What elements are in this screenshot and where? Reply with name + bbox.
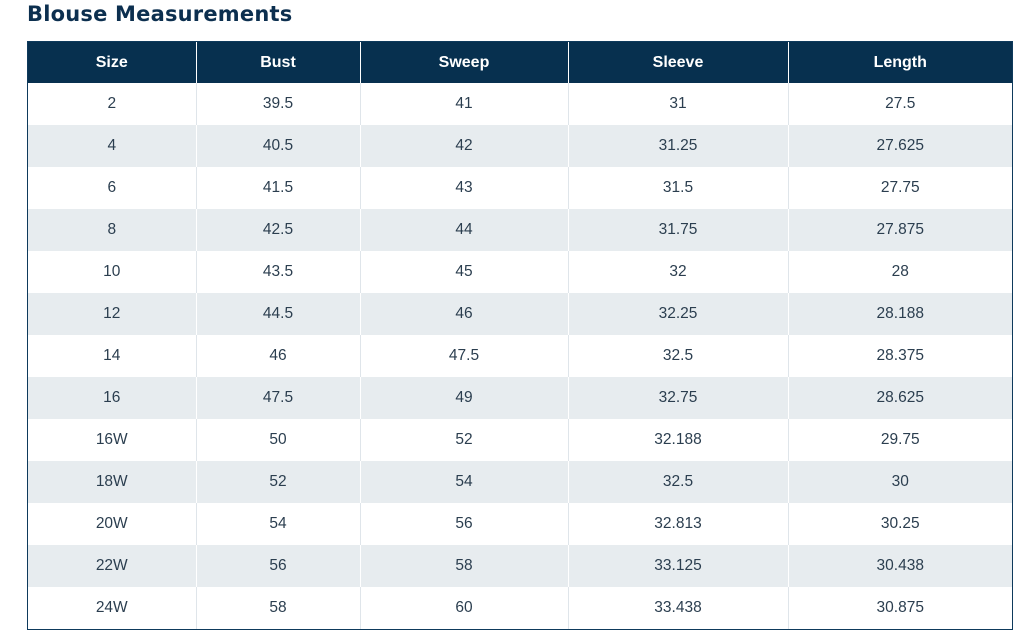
header-length: Length [788,42,1012,83]
cell-length: 27.625 [788,125,1012,167]
cell-length: 29.75 [788,419,1012,461]
cell-bust: 46 [196,335,361,377]
cell-bust: 41.5 [196,167,361,209]
table-row: 22W 56 58 33.125 30.438 [28,545,1012,587]
cell-sleeve: 33.438 [568,587,789,629]
cell-length: 30 [788,461,1012,503]
cell-size: 22W [28,545,197,587]
table-row: 16 47.5 49 32.75 28.625 [28,377,1012,419]
cell-sleeve: 32.188 [568,419,789,461]
cell-size: 4 [28,125,197,167]
cell-sleeve: 32.5 [568,335,789,377]
cell-size: 16 [28,377,197,419]
cell-size: 10 [28,251,197,293]
cell-size: 6 [28,167,197,209]
table-row: 24W 58 60 33.438 30.875 [28,587,1012,629]
cell-sleeve: 32.25 [568,293,789,335]
cell-sweep: 54 [360,461,569,503]
cell-bust: 40.5 [196,125,361,167]
cell-sleeve: 32.75 [568,377,789,419]
cell-sweep: 46 [360,293,569,335]
cell-length: 28.625 [788,377,1012,419]
table-row: 18W 52 54 32.5 30 [28,461,1012,503]
cell-length: 28.188 [788,293,1012,335]
cell-bust: 58 [196,587,361,629]
table-row: 6 41.5 43 31.5 27.75 [28,167,1012,209]
table-row: 8 42.5 44 31.75 27.875 [28,209,1012,251]
cell-length: 30.25 [788,503,1012,545]
cell-bust: 52 [196,461,361,503]
cell-sweep: 49 [360,377,569,419]
cell-bust: 43.5 [196,251,361,293]
header-row: Size Bust Sweep Sleeve Length [28,42,1012,83]
cell-sleeve: 33.125 [568,545,789,587]
cell-size: 20W [28,503,197,545]
cell-bust: 56 [196,545,361,587]
cell-sweep: 42 [360,125,569,167]
cell-sweep: 58 [360,545,569,587]
cell-sleeve: 31 [568,83,789,125]
cell-sweep: 52 [360,419,569,461]
cell-bust: 42.5 [196,209,361,251]
cell-bust: 50 [196,419,361,461]
cell-length: 28.375 [788,335,1012,377]
cell-sweep: 44 [360,209,569,251]
cell-length: 27.5 [788,83,1012,125]
cell-size: 8 [28,209,197,251]
cell-sleeve: 32.813 [568,503,789,545]
cell-sweep: 60 [360,587,569,629]
table-row: 12 44.5 46 32.25 28.188 [28,293,1012,335]
table-row: 14 46 47.5 32.5 28.375 [28,335,1012,377]
cell-sleeve: 31.25 [568,125,789,167]
cell-bust: 44.5 [196,293,361,335]
table-row: 16W 50 52 32.188 29.75 [28,419,1012,461]
cell-sleeve: 31.75 [568,209,789,251]
cell-size: 12 [28,293,197,335]
cell-sweep: 43 [360,167,569,209]
header-sweep: Sweep [360,42,569,83]
cell-length: 30.875 [788,587,1012,629]
table-row: 20W 54 56 32.813 30.25 [28,503,1012,545]
table-row: 2 39.5 41 31 27.5 [28,83,1012,125]
cell-length: 30.438 [788,545,1012,587]
cell-sleeve: 32.5 [568,461,789,503]
cell-sleeve: 32 [568,251,789,293]
table-body: 2 39.5 41 31 27.5 4 40.5 42 31.25 27.625 6 41.5 43 31… [28,83,1012,629]
cell-size: 24W [28,587,197,629]
table-row: 4 40.5 42 31.25 27.625 [28,125,1012,167]
measurements-table-container: Size Bust Sweep Sleeve Length 2 39.5 41 31 2… [27,41,1013,630]
header-sleeve: Sleeve [568,42,789,83]
cell-size: 14 [28,335,197,377]
cell-sweep: 56 [360,503,569,545]
table-header: Size Bust Sweep Sleeve Length [28,42,1012,83]
header-bust: Bust [196,42,361,83]
cell-size: 18W [28,461,197,503]
cell-sweep: 45 [360,251,569,293]
cell-bust: 47.5 [196,377,361,419]
cell-bust: 39.5 [196,83,361,125]
cell-sweep: 41 [360,83,569,125]
cell-length: 28 [788,251,1012,293]
cell-bust: 54 [196,503,361,545]
cell-length: 27.875 [788,209,1012,251]
cell-length: 27.75 [788,167,1012,209]
page-title: Blouse Measurements [27,2,293,26]
cell-sweep: 47.5 [360,335,569,377]
cell-size: 2 [28,83,197,125]
table-row: 10 43.5 45 32 28 [28,251,1012,293]
measurements-table: Size Bust Sweep Sleeve Length 2 39.5 41 31 2… [28,42,1012,629]
cell-size: 16W [28,419,197,461]
cell-sleeve: 31.5 [568,167,789,209]
header-size: Size [28,42,197,83]
